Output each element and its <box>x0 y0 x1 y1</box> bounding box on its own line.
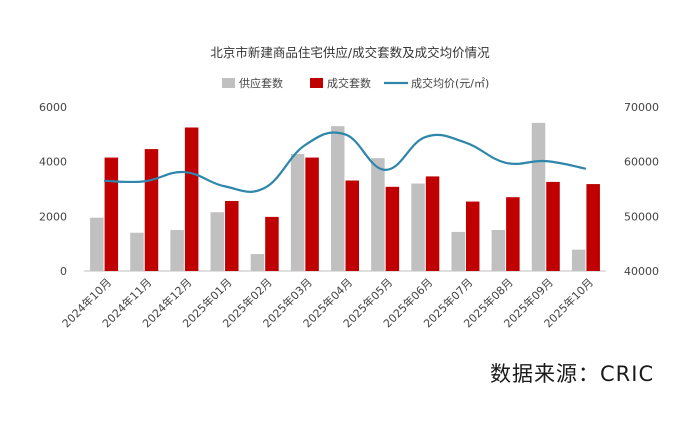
price-line <box>104 131 587 193</box>
supply-bar <box>411 183 425 271</box>
deal-bar <box>265 216 279 271</box>
deal-bar <box>225 201 239 271</box>
supply-bar <box>371 158 385 271</box>
legend-label-supply: 供应套数 <box>239 76 283 90</box>
deal-bar <box>345 180 359 271</box>
legend-swatch-supply <box>222 78 235 88</box>
price-line-path <box>104 131 587 193</box>
supply-bar <box>531 122 546 271</box>
deal-bar <box>465 201 480 271</box>
supply-bar <box>290 154 305 271</box>
y-left-tick: 4000 <box>39 156 67 169</box>
y-right-tick: 50000 <box>624 210 659 223</box>
supply-bar <box>331 126 345 271</box>
deal-bar <box>184 127 199 271</box>
supply-bar <box>451 231 465 271</box>
y-left-tick: 0 <box>60 265 67 278</box>
y-right-tick: 70000 <box>624 101 659 114</box>
deal-bar <box>144 149 159 271</box>
legend-label-price: 成交均价(元/㎡) <box>411 76 489 90</box>
y-right-tick: 40000 <box>624 265 659 278</box>
supply-bar <box>210 212 225 271</box>
deal-bar <box>425 176 440 271</box>
y-left-tick: 2000 <box>39 210 67 223</box>
deal-bar <box>586 184 600 271</box>
supply-bar <box>250 254 265 271</box>
source-note: 数据来源：CRIC <box>490 362 655 386</box>
deal-bar <box>104 157 119 271</box>
supply-bar <box>90 217 104 271</box>
deal-bar <box>506 197 520 271</box>
supply-bar <box>170 230 184 271</box>
deal-bar <box>546 181 560 271</box>
bars <box>90 122 600 271</box>
y-right-tick: 60000 <box>624 156 659 169</box>
chart-title: 北京市新建商品住宅供应/成交套数及成交均价情况 <box>210 45 490 60</box>
legend: 供应套数 成交套数 成交均价(元/㎡) <box>222 76 489 90</box>
supply-bar <box>491 230 506 271</box>
deal-bar <box>305 157 319 271</box>
legend-swatch-deal <box>310 78 323 88</box>
supply-bar <box>130 232 144 271</box>
deal-bar <box>385 186 400 271</box>
legend-label-deal: 成交套数 <box>327 76 371 90</box>
y-left-tick: 6000 <box>39 101 67 114</box>
supply-bar <box>571 249 586 271</box>
